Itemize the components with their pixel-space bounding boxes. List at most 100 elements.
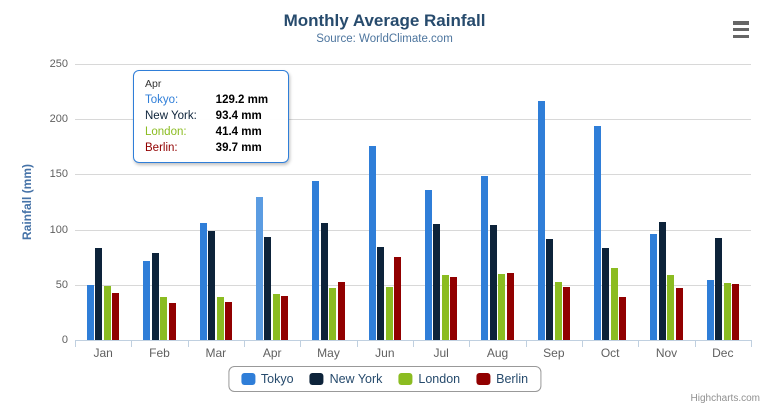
x-axis-label: Jan	[93, 346, 113, 360]
x-axis-tick	[131, 341, 133, 347]
bar-tokyo-jul[interactable]	[424, 190, 432, 340]
tooltip-series-name: Tokyo:	[145, 94, 179, 106]
legend-item-london[interactable]: London	[398, 372, 460, 386]
bar-tokyo-nov[interactable]	[650, 234, 658, 340]
x-axis-label: Jun	[375, 346, 395, 360]
y-axis-label: 100	[49, 223, 68, 236]
tooltip-series-name: London:	[145, 126, 187, 138]
chart-title: Monthly Average Rainfall	[283, 11, 486, 30]
x-axis-label: Aug	[486, 346, 509, 360]
x-axis-label: Dec	[712, 346, 734, 360]
legend-swatch-icon	[398, 373, 413, 385]
x-axis-tick	[187, 341, 189, 347]
x-axis-label: Feb	[149, 346, 170, 360]
x-axis-label: Oct	[600, 346, 620, 360]
bar-london-mar[interactable]	[216, 296, 224, 340]
bar-berlin-nov[interactable]	[675, 288, 683, 340]
bar-berlin-aug[interactable]	[506, 273, 514, 340]
tooltip-series-name: Berlin:	[145, 142, 178, 154]
x-axis-tick	[525, 341, 527, 347]
bar-new-york-feb[interactable]	[151, 253, 159, 340]
x-axis-tick	[751, 341, 752, 347]
x-axis-tick	[300, 341, 302, 347]
bar-tokyo-apr[interactable]	[255, 197, 263, 340]
gridline	[75, 174, 751, 176]
legend-label: London	[418, 372, 461, 386]
bar-new-york-jul[interactable]	[433, 224, 441, 340]
chart-subtitle: Source: WorldClimate.com	[316, 33, 453, 45]
bar-tokyo-aug[interactable]	[481, 176, 489, 340]
bar-london-oct[interactable]	[610, 268, 618, 340]
bar-new-york-mar[interactable]	[208, 231, 216, 340]
x-axis-tick	[244, 341, 245, 347]
tooltip-series-value: 41.4 mm	[215, 126, 262, 138]
bar-london-feb[interactable]	[160, 297, 168, 340]
legend-item-tokyo[interactable]: Tokyo	[240, 372, 294, 386]
bar-new-york-jan[interactable]	[95, 247, 103, 340]
bar-london-jun[interactable]	[385, 286, 393, 340]
gridline	[75, 64, 751, 65]
bar-london-dec[interactable]	[723, 283, 731, 340]
bar-london-may[interactable]	[329, 288, 337, 340]
legend-item-new-york[interactable]: New York	[309, 372, 382, 386]
gridline	[75, 284, 751, 286]
tooltip-header: Apr	[145, 78, 162, 90]
legend: Tokyo New York London Berlin	[227, 366, 542, 392]
tooltip-series-name: New York:	[145, 110, 197, 122]
bar-tokyo-jun[interactable]	[368, 145, 376, 340]
y-axis-label: 0	[61, 334, 68, 346]
bar-berlin-jul[interactable]	[450, 276, 458, 340]
legend-swatch-icon	[309, 373, 324, 385]
bar-new-york-apr[interactable]	[264, 236, 272, 340]
hamburger-menu-icon	[733, 34, 749, 38]
x-axis-label: Jul	[433, 346, 449, 360]
bar-berlin-mar[interactable]	[225, 301, 232, 340]
bar-tokyo-may[interactable]	[312, 181, 320, 340]
bar-tokyo-mar[interactable]	[199, 222, 207, 340]
bar-berlin-oct[interactable]	[619, 296, 627, 340]
legend-label: Tokyo	[260, 372, 294, 386]
bar-london-apr[interactable]	[272, 294, 280, 340]
hamburger-menu-icon	[733, 27, 749, 32]
bar-new-york-oct[interactable]	[602, 247, 610, 340]
legend-swatch-icon	[240, 373, 255, 385]
bar-london-jul[interactable]	[441, 274, 449, 340]
bar-berlin-feb[interactable]	[168, 303, 176, 340]
legend-swatch-icon	[476, 373, 491, 385]
bar-new-york-may[interactable]	[320, 222, 328, 340]
bar-tokyo-feb[interactable]	[143, 261, 151, 340]
bar-berlin-jan[interactable]	[112, 293, 120, 340]
bar-tokyo-oct[interactable]	[593, 125, 601, 340]
y-axis-label: 50	[55, 278, 68, 291]
export-menu-button[interactable]	[731, 19, 755, 40]
x-axis-label: May	[317, 346, 340, 360]
bar-london-nov[interactable]	[667, 274, 675, 340]
tooltip: Apr Tokyo: 129.2 mm New York: 93.4 mm London…	[133, 70, 289, 163]
bar-berlin-may[interactable]	[337, 281, 345, 340]
bar-berlin-jun[interactable]	[394, 256, 401, 340]
bar-tokyo-sep[interactable]	[537, 101, 545, 340]
bar-new-york-nov[interactable]	[658, 222, 666, 340]
bar-new-york-sep[interactable]	[546, 239, 554, 340]
bar-new-york-aug[interactable]	[489, 224, 497, 340]
x-axis-tick	[582, 341, 583, 347]
tooltip-series-value: 39.7 mm	[215, 142, 262, 154]
hamburger-menu-icon	[733, 21, 749, 25]
tooltip-series-value: 93.4 mm	[215, 110, 262, 122]
bar-london-sep[interactable]	[554, 282, 562, 340]
bar-berlin-sep[interactable]	[563, 287, 570, 340]
bar-new-york-jun[interactable]	[377, 246, 385, 340]
bar-new-york-dec[interactable]	[715, 238, 723, 340]
legend-label: Berlin	[496, 372, 529, 386]
bar-london-aug[interactable]	[498, 274, 506, 340]
x-axis-tick	[694, 341, 696, 347]
bar-tokyo-dec[interactable]	[706, 279, 714, 340]
bar-berlin-apr[interactable]	[281, 296, 289, 340]
x-axis-label: Mar	[205, 346, 227, 360]
bar-london-jan[interactable]	[103, 286, 111, 340]
bar-berlin-dec[interactable]	[732, 283, 739, 340]
x-axis-label: Nov	[655, 346, 678, 360]
bar-tokyo-jan[interactable]	[86, 284, 94, 340]
credits-link[interactable]: Highcharts.com	[690, 393, 760, 404]
legend-item-berlin[interactable]: Berlin	[476, 372, 528, 386]
